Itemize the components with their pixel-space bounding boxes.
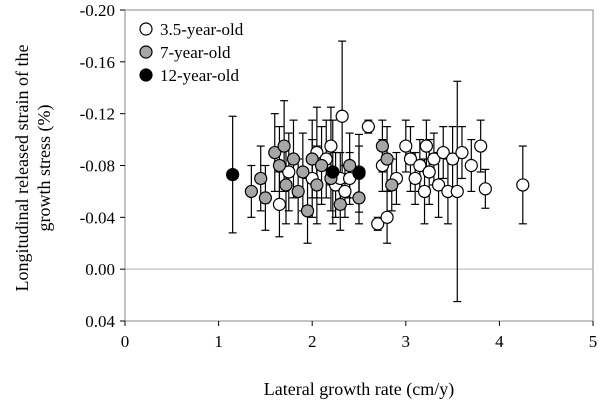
data-point-series-1 (272, 158, 287, 173)
data-point-series-1 (343, 158, 357, 173)
data-point-series-0 (464, 158, 478, 173)
data-point-series-2 (226, 167, 240, 182)
data-points (226, 109, 530, 231)
data-point-series-0 (474, 139, 488, 153)
data-point-series-0 (324, 139, 338, 153)
data-point-series-0 (419, 139, 433, 153)
x-tick-label: 5 (589, 332, 598, 351)
data-point-series-1 (244, 184, 258, 199)
x-tick-label: 0 (121, 332, 130, 351)
y-axis-title-line-2: growth stress (%) (34, 105, 55, 232)
data-point-series-0 (371, 217, 385, 231)
data-point-series-1 (385, 178, 399, 192)
y-tick-label: -0.08 (80, 157, 115, 176)
data-point-series-1 (300, 204, 315, 218)
legend-label-0: 3.5-year-old (160, 20, 244, 39)
data-point-series-1 (310, 178, 324, 192)
data-point-series-1 (305, 152, 319, 166)
data-point-series-1 (277, 139, 291, 153)
data-point-series-0 (436, 145, 450, 160)
y-tick-label: -0.20 (80, 1, 115, 20)
y-tick-label: -0.12 (80, 105, 115, 124)
y-axis-title: Longitudinal released strain of the grow… (12, 45, 55, 292)
data-point-series-1 (314, 158, 329, 173)
data-point-series-0 (399, 139, 413, 153)
legend-label-2: 12-year-old (160, 66, 239, 85)
x-tick-label: 4 (495, 332, 504, 351)
data-point-series-1 (291, 184, 305, 199)
y-tick-label: -0.16 (80, 53, 115, 72)
data-point-series-1 (258, 191, 272, 205)
data-point-series-0 (427, 152, 441, 166)
y-tick-label: 0.04 (85, 312, 115, 331)
x-tick-label: 1 (214, 332, 223, 351)
plot-area: 0 1 2 3 4 5 -0.20 -0.16 -0.12 -0.08 -0.04 0.00 0.04 (80, 1, 598, 351)
data-point-series-2 (352, 166, 366, 180)
legend-marker-1 (139, 45, 153, 59)
data-point-series-1 (296, 165, 310, 179)
data-point-series-1 (286, 152, 301, 166)
data-point-series-0 (361, 120, 375, 134)
data-point-series-0 (282, 165, 296, 179)
legend-marker-2 (139, 68, 153, 82)
y-axis-title-line-1: Longitudinal released strain of the (12, 45, 32, 292)
data-point-series-0 (450, 184, 464, 199)
data-point-series-0 (272, 197, 287, 211)
data-point-series-1 (380, 152, 394, 166)
data-point-series-0 (446, 152, 460, 166)
x-axis-title: Lateral growth rate (cm/y) (264, 379, 454, 400)
data-point-series-1 (333, 197, 347, 211)
data-point-series-1 (254, 171, 268, 186)
data-point-series-1 (375, 139, 389, 153)
data-point-series-0 (380, 210, 394, 224)
data-point-series-0 (431, 178, 446, 192)
data-point-series-0 (455, 145, 469, 160)
data-point-series-0 (478, 182, 492, 196)
x-tick-label: 2 (308, 332, 317, 351)
data-point-series-0 (403, 152, 418, 166)
data-point-series-1 (279, 178, 293, 192)
data-point-series-0 (516, 178, 530, 192)
x-tick-label: 3 (402, 332, 411, 351)
data-point-series-0 (335, 109, 349, 123)
data-point-series-1 (268, 145, 282, 160)
y-axis-ticks: -0.20 -0.16 -0.12 -0.08 -0.04 0.00 0.04 (80, 1, 125, 331)
legend-label-1: 7-year-old (160, 43, 231, 62)
y-tick-label: 0.00 (85, 260, 115, 279)
data-point-series-0 (413, 158, 427, 173)
legend-marker-0 (139, 22, 153, 36)
data-point-series-1 (352, 191, 366, 205)
data-point-series-0 (417, 184, 432, 199)
data-point-series-2 (326, 165, 340, 179)
data-point-series-0 (338, 184, 352, 199)
legend: 3.5-year-old 7-year-old 12-year-old (139, 20, 244, 85)
y-tick-label: -0.04 (80, 208, 116, 227)
x-axis-ticks: 0 1 2 3 4 5 (121, 321, 598, 351)
data-point-series-0 (422, 165, 436, 179)
data-point-series-0 (408, 171, 422, 186)
